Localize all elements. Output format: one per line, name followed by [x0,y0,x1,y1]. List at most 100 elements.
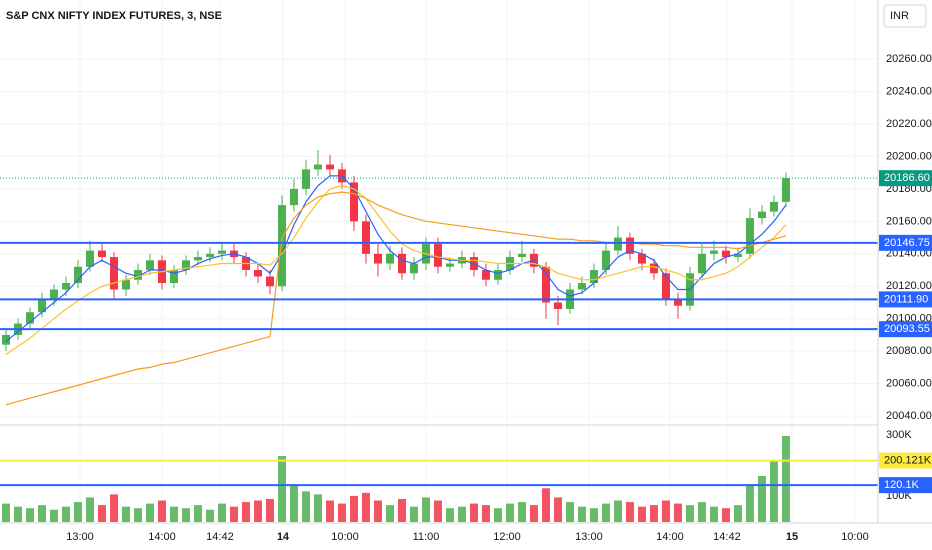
price-level-label-box [879,291,932,308]
candle-body [385,253,394,264]
labels: 13:00 14:00 14:42 14 10:00 11:00 12:00 13:00 14:… [66,53,932,543]
volume-bar [553,497,562,522]
x-tick-label: 10:00 [841,531,869,543]
volume-bar [541,488,550,522]
x-tick-label: 14:42 [206,531,234,543]
volume-level-label-box [879,452,932,469]
volume-bar [49,509,58,522]
volume-bar [481,505,490,522]
volume-bar [265,498,274,522]
volume-tick-label: 100K [886,490,912,502]
candle-body [769,201,778,212]
volume-bar [565,502,574,522]
candle-body [277,205,286,287]
candle-body [1,334,10,345]
candle-body [613,237,622,251]
candle-body [253,270,262,277]
volume-bar [313,494,322,522]
volume-bar [97,505,106,522]
candle-body [325,164,334,170]
volume-bar [1,503,10,522]
volume-bar [661,500,670,522]
volume-bar [649,505,658,522]
volume-bar [337,503,346,522]
volume-bar [325,500,334,522]
candle-body [601,250,610,271]
candle-body [697,253,706,274]
volume-bar [637,506,646,522]
x-tick-label: 13:00 [66,531,94,543]
y-tick-label: 20120.00 [886,280,932,292]
currency[interactable]: INR [890,10,909,22]
x-tick-label: 11:00 [413,531,440,543]
volume-bar [133,508,142,522]
candle-body [169,270,178,284]
volume-bar [181,508,190,522]
volume-bar [433,500,442,522]
candle-body [553,302,562,309]
marks [0,149,878,522]
volume-level-label-box [879,477,932,494]
volume-bar [157,500,166,522]
volume-bar [385,505,394,522]
candle-body [145,260,154,271]
volume-bar [505,503,514,522]
candle-body [193,257,202,261]
volume-bar [109,494,118,522]
y-tick-label: 20080.00 [886,345,932,357]
candle-body [289,188,298,206]
candle-body [517,253,526,258]
candle-body [349,182,358,222]
x-tick-label: 10:00 [331,531,359,543]
price-level-label-box [879,321,932,338]
indicator-line [5,185,787,355]
x-tick-label: 13:00 [575,531,603,543]
candle-body [637,253,646,264]
x-tick-label: 14:00 [656,531,684,543]
y-tick-label: 20200.00 [886,150,932,162]
volume-bar [193,505,202,522]
y-tick-label: 20060.00 [886,378,932,390]
y-tick-label: 20260.00 [886,53,932,65]
volume-bar [673,503,682,522]
volume-bar [709,506,718,522]
candle-body [409,263,418,274]
candle-body [589,270,598,284]
x-tick-label: 14:00 [148,531,176,543]
candle-body [97,250,106,258]
candle-body [49,289,58,300]
y-tick-label: 20040.00 [886,410,932,422]
candle-body [61,283,70,290]
volume-bar [85,497,94,522]
candle-body [541,266,550,303]
candle-body [445,263,454,267]
currency-box[interactable] [883,4,927,28]
candle-body [745,218,754,254]
x-tick-label: 12:00 [493,531,521,543]
volume-level-label: 200.121K [884,454,932,466]
volume-bar [745,485,754,522]
y-tick-label: 20160.00 [886,215,932,227]
volume-bar [613,500,622,522]
candle-body [781,178,790,202]
volume-tick-label: 300K [886,429,912,441]
candle-body [577,283,586,290]
price-level-label-box [879,234,932,251]
volume-bar [697,502,706,522]
volume-bar [469,503,478,522]
volume-bar [217,503,226,522]
candle-body [73,266,82,284]
grid [0,0,878,523]
volume-bar [61,506,70,522]
last-price-label: 20186.60 [884,172,930,184]
volume-bar [721,508,730,522]
candle-body [133,270,142,280]
candle-body [109,257,118,290]
candle-body [301,169,310,189]
volume-bar [589,508,598,522]
volume-bar [445,508,454,522]
indicator-line [5,175,787,342]
x-tick-label: 15 [786,531,798,543]
candle-body [757,211,766,219]
volume-bar [361,492,370,522]
